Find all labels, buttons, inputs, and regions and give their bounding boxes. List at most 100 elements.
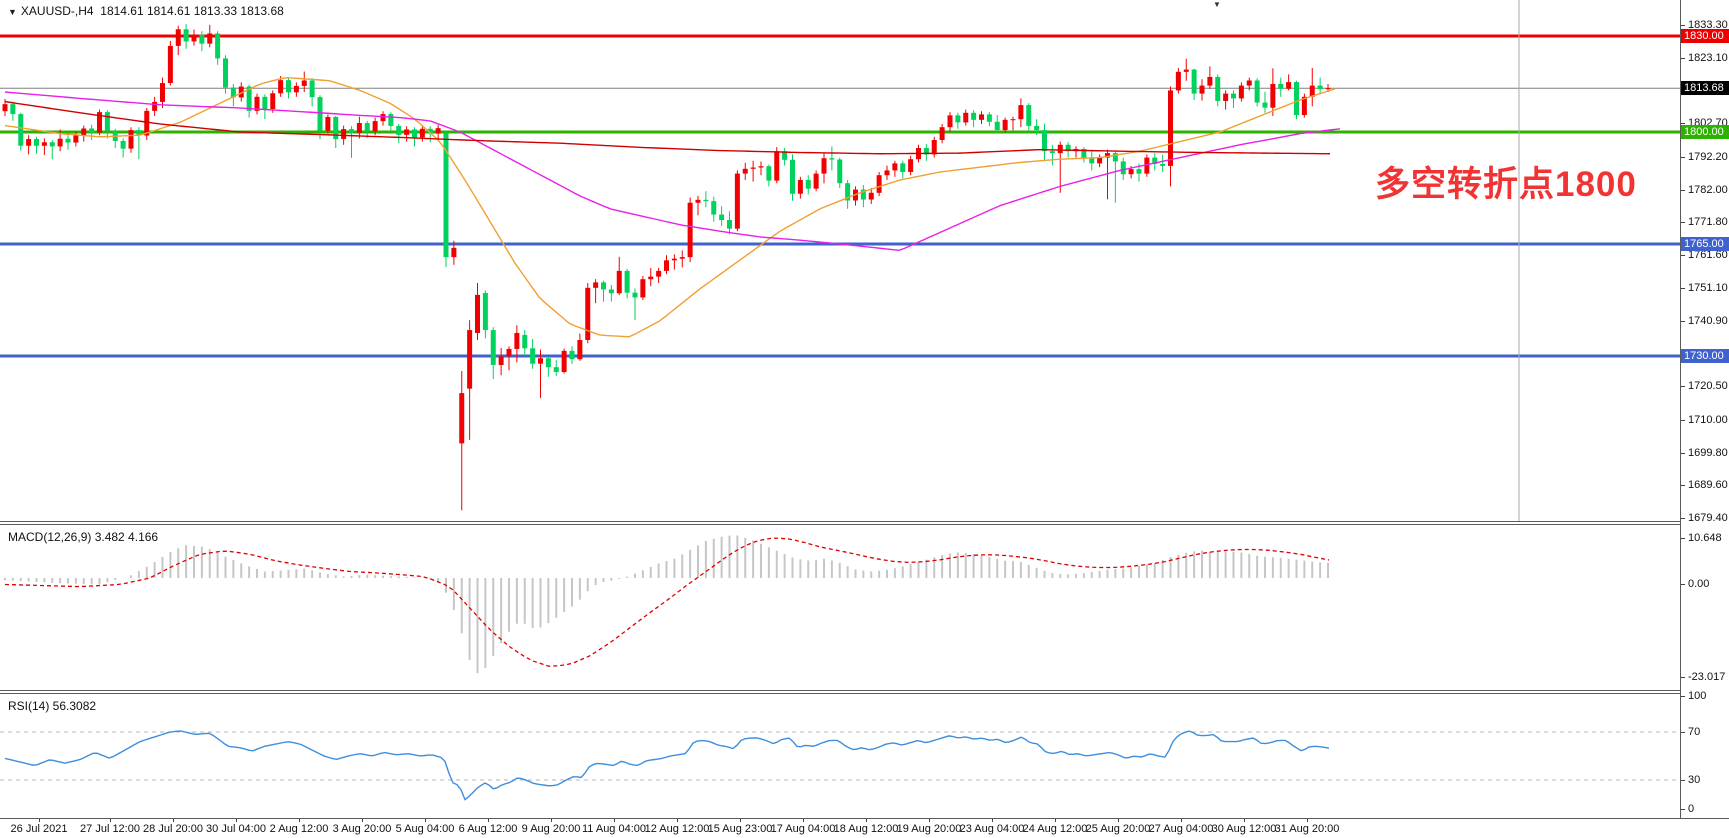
candles [2, 24, 1331, 511]
price-tick-label: 1720.50 [1688, 380, 1728, 393]
date-label: 9 Aug 20:00 [521, 823, 581, 835]
price-tick-label: 1751.10 [1688, 282, 1728, 295]
rsi-tick-mark [1681, 780, 1685, 781]
macd-tick-label: 10.648 [1688, 532, 1722, 544]
date-tick-mark [1181, 819, 1182, 822]
date-label: 6 Aug 12:00 [458, 823, 518, 835]
date-label: 2 Aug 12:00 [269, 823, 329, 835]
price-tick-mark [1681, 189, 1685, 191]
date-label: 27 Aug 04:00 [1148, 823, 1214, 835]
rsi-tick-label: 70 [1688, 726, 1701, 738]
date-tick-mark [677, 819, 678, 822]
date-label: 30 Jul 04:00 [206, 823, 266, 835]
ma-slow-red [4, 100, 1331, 155]
date-label: 18 Aug 12:00 [833, 823, 899, 835]
price-tick-label: 1823.10 [1688, 52, 1728, 65]
rsi-tick-label: 30 [1688, 774, 1701, 786]
date-label: 12 Aug 12:00 [644, 823, 710, 835]
macd-signal-line [4, 537, 1330, 667]
date-tick-mark [1244, 819, 1245, 822]
date-tick-mark [1307, 819, 1308, 822]
time-axis[interactable]: 26 Jul 2021 27 Jul 12:00 28 Jul 20:00 30 Ju… [0, 818, 1729, 838]
price-tick-mark [1681, 288, 1685, 290]
price-badge-1765.00: 1765.00 [1681, 237, 1729, 251]
ohlc-readout: 1814.61 1814.61 1813.33 1813.68 [100, 4, 284, 18]
macd-tick-mark [1681, 584, 1685, 585]
date-tick-mark [362, 819, 363, 822]
date-tick-mark [299, 819, 300, 822]
date-label: 17 Aug 04:00 [770, 823, 836, 835]
ma-fast-orange [4, 77, 1336, 338]
date-tick-mark [1055, 819, 1056, 822]
price-tick-label: 1792.20 [1688, 150, 1728, 163]
date-label: 30 Aug 12:00 [1211, 823, 1277, 835]
price-tick-label: 1833.30 [1688, 19, 1728, 32]
price-tick-label: 1761.60 [1688, 248, 1728, 261]
price-tick-label: 1710.00 [1688, 414, 1728, 426]
date-tick-mark [236, 819, 237, 822]
date-label: 27 Jul 12:00 [80, 823, 140, 835]
date-tick-mark [614, 819, 615, 822]
price-tick-label: 1699.80 [1688, 446, 1728, 459]
date-tick-mark [1118, 819, 1119, 822]
price-axis[interactable]: 1833.301823.101812.901802.701792.201782.… [1680, 0, 1729, 818]
panel-splitter[interactable] [0, 690, 1729, 691]
symbol-timeframe-label: XAUUSD-,H4 [20, 4, 94, 18]
annotation-text: 多空转折点1800 [1375, 165, 1637, 204]
price-tick-mark [1681, 25, 1685, 27]
date-label: 19 Aug 20:00 [896, 823, 962, 835]
price-tick-mark [1681, 321, 1685, 323]
price-tick-mark [1681, 123, 1685, 125]
price-tick-mark [1681, 386, 1685, 388]
price-badge-1730.00: 1730.00 [1681, 349, 1729, 363]
date-label: 23 Aug 04:00 [959, 823, 1025, 835]
price-tick-label: 1740.90 [1688, 315, 1728, 328]
price-tick-mark [1681, 156, 1685, 158]
date-tick-mark [866, 819, 867, 822]
macd-tick-label: 0.00 [1688, 578, 1710, 590]
macd-panel[interactable] [0, 525, 1680, 689]
rsi-indicator-label: RSI(14) 56.3082 [8, 699, 97, 713]
chart-header: ▼ XAUUSD-,H4 1814.61 1814.61 1813.33 1813… [8, 4, 284, 18]
date-label: 28 Jul 20:00 [143, 823, 203, 835]
date-tick-mark [110, 819, 111, 822]
rsi-panel[interactable] [0, 694, 1680, 817]
price-tick-mark [1681, 517, 1685, 519]
date-tick-mark [425, 819, 426, 822]
rsi-line [4, 730, 1330, 801]
price-tick-mark [1681, 222, 1685, 224]
price-badge-1813.68: 1813.68 [1681, 81, 1729, 96]
date-label: 3 Aug 20:00 [332, 823, 392, 835]
price-tick-mark [1681, 254, 1685, 256]
macd-tick-mark [1681, 677, 1685, 678]
chart-shift-marker-icon[interactable]: ▼ [1213, 0, 1221, 9]
date-tick-mark [488, 819, 489, 822]
price-tick-label: 1679.40 [1688, 511, 1728, 524]
price-tick-label: 1782.00 [1688, 183, 1728, 196]
price-tick-label: 1689.60 [1688, 479, 1728, 492]
macd-indicator-label: MACD(12,26,9) 3.482 4.166 [8, 530, 159, 544]
price-tick-label: 1771.80 [1688, 216, 1728, 229]
date-tick-mark [740, 819, 741, 822]
date-tick-mark [992, 819, 993, 822]
date-tick-mark [39, 819, 40, 822]
panel-splitter[interactable] [0, 521, 1729, 522]
panel-splitter [0, 693, 1729, 694]
date-tick-mark [551, 819, 552, 822]
price-badge-1800.00: 1800.00 [1681, 125, 1729, 139]
date-tick-mark [929, 819, 930, 822]
date-tick-mark [173, 819, 174, 822]
symbol-dropdown-icon[interactable]: ▼ [8, 7, 17, 17]
date-label: 24 Aug 12:00 [1022, 823, 1088, 835]
rsi-tick-label: 100 [1688, 690, 1707, 702]
date-label: 25 Aug 20:00 [1085, 823, 1151, 835]
rsi-tick-mark [1681, 696, 1685, 697]
main-price-chart[interactable] [0, 0, 1680, 521]
date-label: 26 Jul 2021 [10, 823, 68, 835]
date-label: 5 Aug 04:00 [395, 823, 455, 835]
price-badge-1830.00: 1830.00 [1681, 29, 1729, 43]
date-label: 15 Aug 23:00 [707, 823, 773, 835]
rsi-tick-mark [1681, 809, 1685, 810]
date-label: 31 Aug 20:00 [1274, 823, 1340, 835]
